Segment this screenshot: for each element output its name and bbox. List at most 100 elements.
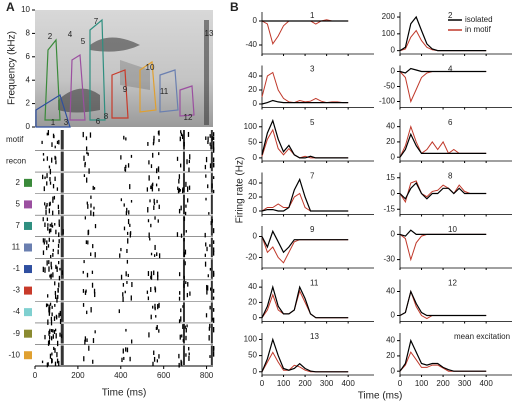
y-tick-label: 0 [391, 67, 396, 76]
spike-band [60, 216, 64, 236]
spike [158, 130, 160, 136]
spike [48, 208, 51, 214]
spike [84, 339, 86, 345]
spike [53, 329, 56, 335]
spike [48, 165, 51, 169]
spike [82, 288, 85, 293]
spike [55, 333, 57, 339]
y-axis-label: Frequency (kHz) [7, 31, 18, 105]
spike [148, 332, 150, 338]
trace-isolated [399, 289, 487, 317]
spike-band [210, 237, 213, 258]
spike [92, 211, 95, 217]
spike [59, 332, 61, 337]
y-tick-label: 40 [248, 178, 257, 187]
plot-title: 5 [310, 118, 315, 127]
row-label: -9 [13, 329, 21, 338]
spike [120, 274, 123, 280]
spike [178, 208, 181, 214]
spike [124, 166, 126, 172]
spike [180, 132, 183, 137]
spike [51, 305, 53, 309]
spike [209, 134, 211, 138]
spike [153, 138, 155, 144]
spike [153, 254, 156, 257]
spike [120, 198, 123, 202]
spike [83, 356, 85, 362]
spike [52, 272, 54, 278]
spike [88, 345, 90, 351]
spike [209, 355, 211, 358]
y-tick-label: 100 [244, 122, 258, 131]
spike [213, 132, 215, 137]
spike [213, 157, 215, 163]
spike [178, 187, 180, 193]
spike [156, 359, 159, 363]
raster [45, 302, 215, 326]
spike [50, 254, 52, 259]
spike [150, 252, 153, 256]
spike [47, 226, 49, 231]
spike [47, 223, 49, 226]
spike [45, 205, 47, 210]
spike [84, 163, 86, 168]
spike [127, 218, 130, 225]
y-tick-label: 2 [26, 99, 31, 108]
spike [213, 176, 215, 180]
spike [53, 316, 56, 321]
spike [178, 296, 181, 301]
spike [206, 246, 208, 252]
spike [157, 275, 159, 281]
spike [207, 136, 209, 142]
trace-isolated [399, 181, 487, 200]
spike [57, 204, 60, 210]
row-label: 5 [16, 200, 21, 209]
spike [90, 307, 92, 313]
spike [122, 283, 125, 287]
spike [208, 335, 210, 341]
spike [152, 361, 154, 366]
spike [46, 240, 48, 245]
spike [86, 338, 88, 342]
panel-label: B [230, 0, 239, 14]
spike [82, 131, 84, 138]
spike [52, 199, 54, 203]
spike [150, 274, 153, 280]
y-tick-label: 40 [386, 336, 395, 345]
spike [48, 266, 50, 272]
spike [206, 289, 208, 295]
spike [55, 264, 57, 269]
spike [209, 305, 211, 310]
spike [86, 310, 88, 315]
spike [153, 198, 155, 203]
spike [51, 352, 53, 356]
spike-band [60, 130, 64, 150]
spike [205, 313, 208, 318]
spike [158, 204, 160, 210]
raster [42, 151, 215, 175]
spike [49, 302, 52, 306]
spike [50, 273, 52, 278]
spike [150, 185, 152, 190]
spike [122, 292, 124, 297]
spike-band [60, 259, 64, 279]
spike [185, 281, 187, 285]
spike [187, 131, 190, 137]
spike [178, 174, 181, 179]
spike [90, 195, 92, 199]
spike [156, 325, 158, 330]
spike [187, 186, 189, 192]
spike-band [210, 216, 213, 236]
spike [212, 250, 215, 256]
y-tick-label: 0 [253, 16, 258, 25]
spike [208, 326, 211, 331]
panel-label: A [6, 0, 15, 14]
spike [131, 282, 133, 288]
plot-title: 11 [310, 279, 319, 288]
spike [185, 204, 187, 208]
spike [213, 162, 215, 168]
spike [46, 132, 48, 136]
spike [53, 346, 55, 351]
spike [44, 238, 46, 243]
spike [92, 244, 94, 249]
